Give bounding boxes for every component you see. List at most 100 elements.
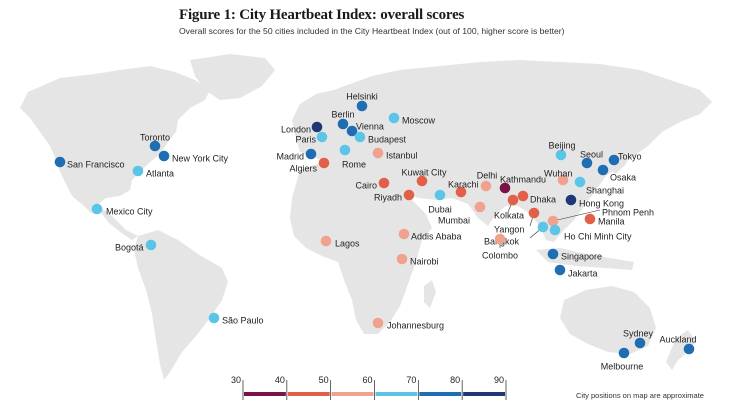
city-marker-kolkata [507,194,519,206]
city-marker-auckland [683,343,695,355]
city-label-yangon: Yangon [494,224,524,234]
city-label-istanbul: Istanbul [386,150,418,160]
city-marker-berlin [337,118,349,130]
city-marker-shanghai [574,176,586,188]
city-marker-atlanta [132,165,144,177]
city-label-melbourne: Melbourne [601,361,644,371]
legend-tick-label-80: 80 [450,375,460,385]
land-eurasia [292,60,712,242]
land-australia [560,286,656,354]
city-label-kuwait-city: Kuwait City [401,167,447,177]
land-greenland [190,54,275,100]
city-label-toronto: Toronto [140,132,170,142]
city-marker-dubai [434,189,446,201]
land-north-america [20,66,210,214]
figure-title: Figure 1: City Heartbeat Index: overall … [179,7,465,23]
legend-band-30-40 [244,392,286,396]
city-label-madrid: Madrid [276,151,304,161]
city-label-hong-kong: Hong Kong [579,198,624,208]
city-marker-bogota [145,239,157,251]
city-label-lagos: Lagos [335,238,360,248]
legend-tick-label-70: 70 [406,375,416,385]
legend: 30 40 50 60 70 80 90 [231,375,507,400]
city-marker-sao-paulo [208,312,220,324]
land-japan [608,140,630,174]
land-africa [290,160,432,334]
city-label-jakarta: Jakarta [568,268,598,278]
positions-note: City positions on map are approximate [576,391,704,400]
city-marker-colombo [494,233,506,245]
land-madagascar [424,280,436,308]
city-label-new-york-city: New York City [172,153,229,163]
city-marker-moscow [388,112,400,124]
city-marker-manila [584,213,596,225]
city-label-mumbai: Mumbai [438,215,470,225]
city-label-rome: Rome [342,159,366,169]
land-central-america [96,206,138,240]
city-label-kathmandu: Kathmandu [500,174,546,184]
city-label-wuhan: Wuhan [544,168,572,178]
land-indonesia [536,248,634,270]
city-label-nairobi: Nairobi [410,256,439,266]
legend-tick-label-50: 50 [319,375,329,385]
city-label-dubai: Dubai [428,204,452,214]
legend-tick-label-60: 60 [362,375,372,385]
city-marker-johannesburg [372,317,384,329]
city-marker-paris [316,131,328,143]
legend-band-50-60 [331,392,374,396]
city-marker-tokyo [608,154,620,166]
city-label-budapest: Budapest [368,134,407,144]
city-marker-helsinki [356,100,368,112]
city-marker-sydney [634,337,646,349]
city-label-seoul: Seoul [580,149,603,159]
city-label-delhi: Delhi [477,170,498,180]
city-marker-seoul [581,157,593,169]
city-label-london: London [281,124,311,134]
city-marker-london [311,121,323,133]
city-marker-toronto [149,140,161,152]
city-marker-addis-ababa [398,228,410,240]
city-label-bogota: Bogotá [115,242,144,252]
city-marker-riyadh [403,189,415,201]
city-marker-budapest [354,131,366,143]
city-marker-san-francisco [54,156,66,168]
city-marker-lagos [320,235,332,247]
city-marker-vienna [346,125,358,137]
city-label-phnom-penh: Phnom Penh [602,207,654,217]
city-marker-rome [339,144,351,156]
city-marker-delhi [480,180,492,192]
city-label-beijing: Beijing [548,140,575,150]
city-label-tokyo: Tokyo [618,151,642,161]
city-label-atlanta: Atlanta [146,168,174,178]
city-marker-mexico-city [91,203,103,215]
city-label-addis-ababa: Addis Ababa [411,231,462,241]
city-label-manila: Manila [598,216,625,226]
city-label-vienna: Vienna [356,121,384,131]
legend-band-40-50 [287,392,330,396]
city-label-algiers: Algiers [289,163,317,173]
city-label-sydney: Sydney [623,328,654,338]
city-marker-jakarta [554,264,566,276]
city-marker-ho-chi-minh-city [549,224,561,236]
city-marker-hong-kong [565,194,577,206]
legend-band-70-80 [419,392,462,396]
city-label-san-francisco: San Francisco [67,159,125,169]
legend-band-60-70 [375,392,418,396]
city-label-paris: Paris [295,134,316,144]
legend-band-80-90 [463,392,505,396]
city-label-colombo: Colombo [482,250,518,260]
city-marker-dhaka [517,190,529,202]
city-marker-melbourne [618,347,630,359]
city-marker-singapore [547,248,559,260]
city-label-osaka: Osaka [610,172,636,182]
city-label-dhaka: Dhaka [530,194,556,204]
leader-line-phnom-penh [552,209,601,222]
city-marker-algiers [318,157,330,169]
land-masses [20,54,712,380]
city-marker-cairo [378,177,390,189]
city-label-johannesburg: Johannesburg [387,320,444,330]
city-label-singapore: Singapore [561,251,602,261]
city-label-mexico-city: Mexico City [106,206,153,216]
figure-subtitle: Overall scores for the 50 cities include… [179,26,565,36]
